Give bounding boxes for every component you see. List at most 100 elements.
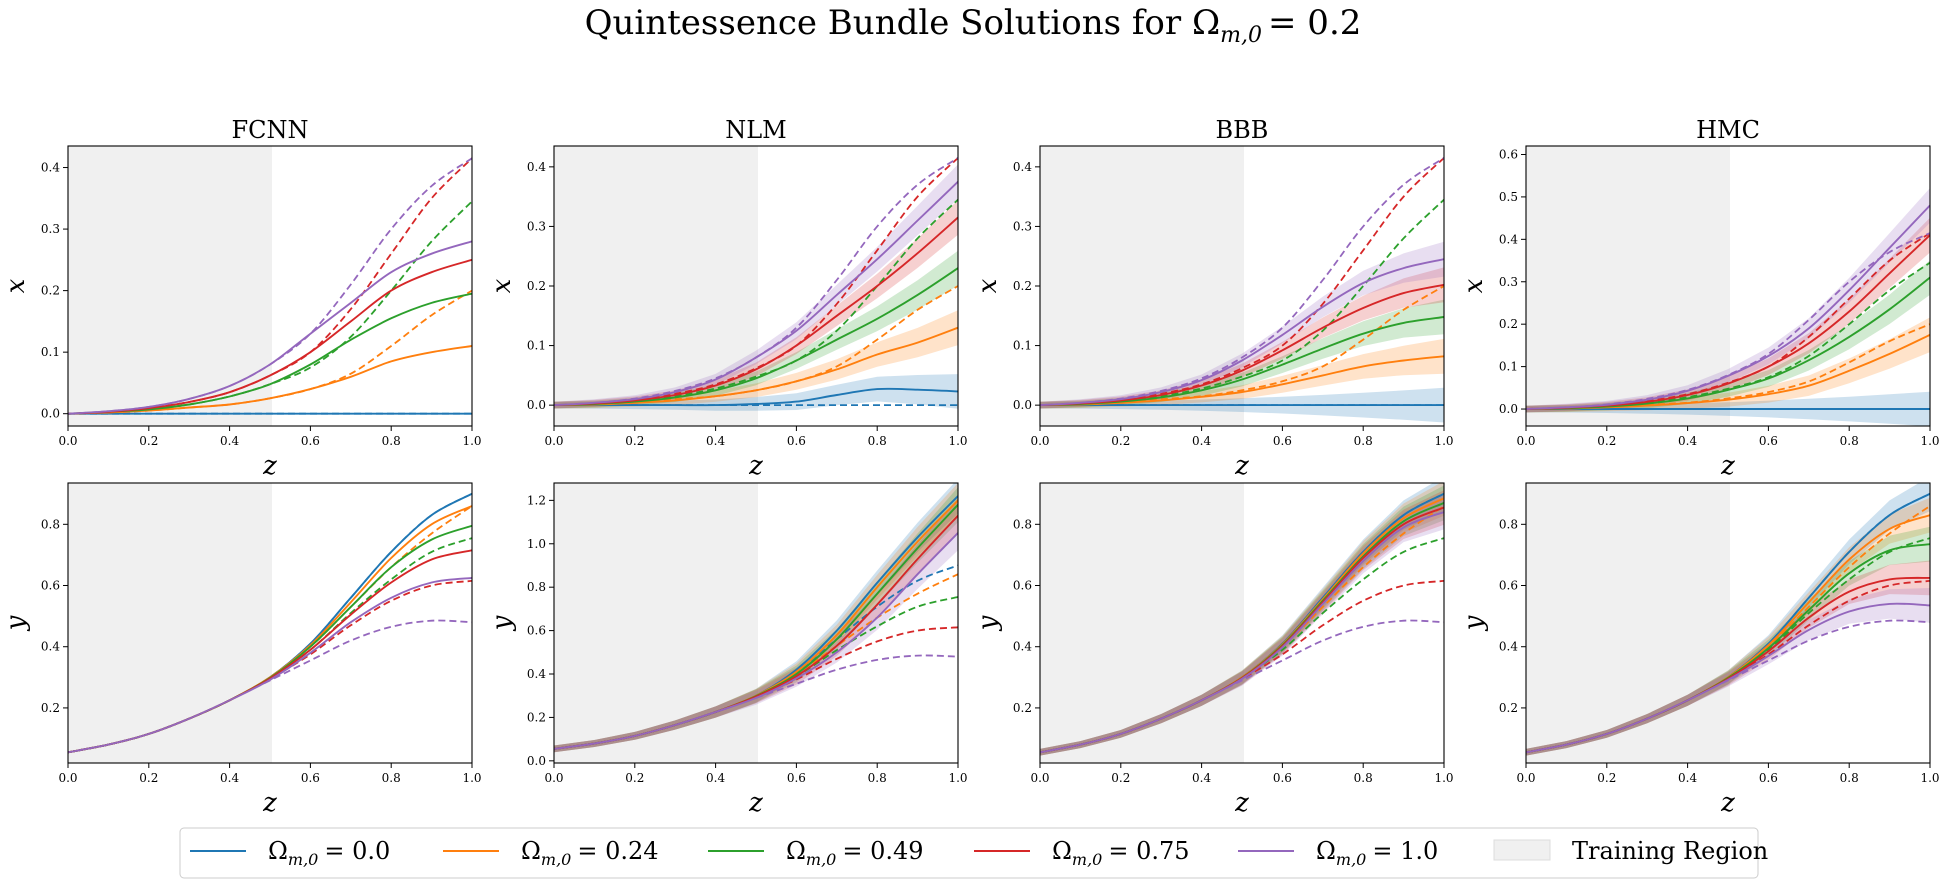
training-region bbox=[1040, 483, 1245, 763]
x-tick-label: 0.2 bbox=[625, 771, 644, 785]
y-tick-label: 0.4 bbox=[1499, 640, 1518, 654]
y-tick-label: 0.2 bbox=[41, 701, 60, 715]
x-axis-label: z bbox=[1234, 451, 1249, 481]
subplot-5: 0.0 0.2 0.4 0.6 0.8 1.0 0.2 0.4 0.6 0.8 z y bbox=[1, 482, 482, 818]
x-tick-label: 0.2 bbox=[1597, 771, 1616, 785]
predicted-line-5 bbox=[68, 240, 472, 415]
y-tick-label: 1.2 bbox=[527, 493, 546, 507]
x-tick-label: 0.8 bbox=[868, 434, 887, 448]
y-tick-label: 0.0 bbox=[1013, 398, 1032, 412]
training-region bbox=[68, 483, 273, 763]
predicted-line-5 bbox=[1526, 204, 1930, 410]
y-tick-label: 0.2 bbox=[527, 279, 546, 293]
x-tick-label: 1.0 bbox=[1920, 434, 1939, 448]
x-tick-label: 0.6 bbox=[1759, 771, 1778, 785]
y-axis-label: y bbox=[1459, 615, 1489, 631]
x-tick-label: 0.8 bbox=[1840, 771, 1859, 785]
y-axis-label: x bbox=[973, 278, 1003, 293]
x-tick-label: 1.0 bbox=[948, 771, 967, 785]
y-tick-label: 0.8 bbox=[1499, 517, 1518, 531]
subplot-title: HMC bbox=[1696, 116, 1760, 144]
y-tick-label: 0.3 bbox=[41, 222, 60, 236]
uncertainty-band-3 bbox=[1526, 526, 1930, 756]
y-tick-label: 0.6 bbox=[1499, 579, 1518, 593]
x-tick-label: 0.0 bbox=[58, 434, 77, 448]
uncertainty-band-4 bbox=[1040, 490, 1444, 756]
uncertainty-band-4 bbox=[554, 498, 958, 753]
uncertainty-band-4 bbox=[1526, 560, 1930, 756]
subplot-3: 0.0 0.2 0.4 0.6 0.8 1.0 0.0 0.1 0.2 0.3 0.4 z x BBB bbox=[973, 116, 1454, 481]
x-tick-label: 1.0 bbox=[462, 434, 481, 448]
y-axis-label: x bbox=[1, 278, 31, 293]
x-tick-label: 0.6 bbox=[1273, 771, 1292, 785]
y-tick-label: 0.4 bbox=[1499, 232, 1518, 246]
x-tick-label: 0.8 bbox=[382, 434, 401, 448]
uncertainty-band-2 bbox=[1526, 497, 1930, 756]
legend-box bbox=[179, 827, 1759, 879]
x-tick-label: 0.8 bbox=[868, 771, 887, 785]
uncertainty-band-2 bbox=[1040, 483, 1444, 756]
x-tick-label: 0.4 bbox=[1678, 434, 1697, 448]
y-tick-label: 0.5 bbox=[1499, 190, 1518, 204]
x-tick-label: 0.6 bbox=[301, 434, 320, 448]
x-tick-label: 0.8 bbox=[1840, 434, 1859, 448]
training-region bbox=[1040, 146, 1245, 426]
uncertainty-band-2 bbox=[554, 310, 958, 409]
legend-swatch-training-region bbox=[1493, 839, 1551, 861]
subplot-6: 0.0 0.2 0.4 0.6 0.8 1.0 0.0 0.2 0.4 0.6 0.8 1.0 1.2 z… bbox=[487, 482, 968, 818]
x-tick-label: 0.6 bbox=[787, 434, 806, 448]
y-tick-label: 0.8 bbox=[41, 517, 60, 531]
predicted-line-4 bbox=[554, 216, 958, 407]
x-axis-label: z bbox=[748, 788, 763, 818]
x-tick-label: 1.0 bbox=[1434, 434, 1453, 448]
legend-label-2: Ωm,0 = 0.24 bbox=[521, 837, 659, 869]
y-tick-label: 0.2 bbox=[1499, 317, 1518, 331]
x-tick-label: 0.0 bbox=[544, 434, 563, 448]
x-tick-label: 1.0 bbox=[462, 771, 481, 785]
y-tick-label: 0.2 bbox=[527, 710, 546, 724]
axes-frame bbox=[553, 482, 959, 764]
predicted-line-5 bbox=[1526, 602, 1930, 754]
x-tick-label: 0.4 bbox=[706, 771, 725, 785]
x-tick-label: 0.0 bbox=[544, 771, 563, 785]
predicted-line-5 bbox=[1040, 258, 1444, 407]
x-axis-label: z bbox=[262, 788, 277, 818]
predicted-line-3 bbox=[554, 267, 958, 407]
uncertainty-band-3 bbox=[1040, 485, 1444, 756]
x-tick-label: 1.0 bbox=[948, 434, 967, 448]
y-tick-label: 0.4 bbox=[527, 667, 546, 681]
predicted-line-3 bbox=[1040, 316, 1444, 407]
predicted-line-5 bbox=[1040, 511, 1444, 754]
predicted-line-2 bbox=[68, 345, 472, 415]
x-tick-label: 0.0 bbox=[1516, 771, 1535, 785]
y-tick-label: 0.3 bbox=[527, 219, 546, 233]
subplot-2: 0.0 0.2 0.4 0.6 0.8 1.0 0.0 0.1 0.2 0.3 0.4 z x NLM bbox=[487, 116, 968, 481]
x-tick-label: 0.0 bbox=[1030, 771, 1049, 785]
subplot-8: 0.0 0.2 0.4 0.6 0.8 1.0 0.2 0.4 0.6 0.8 z y bbox=[1459, 482, 1940, 818]
x-tick-label: 0.2 bbox=[1597, 434, 1616, 448]
x-tick-label: 0.0 bbox=[58, 771, 77, 785]
subplot-4: 0.0 0.2 0.4 0.6 0.8 1.0 0.0 0.1 0.2 0.3 0.4 0.5 0.6 z… bbox=[1459, 116, 1940, 481]
y-tick-label: 0.8 bbox=[1013, 517, 1032, 531]
x-tick-label: 0.8 bbox=[1354, 434, 1373, 448]
legend-label-4: Ωm,0 = 0.75 bbox=[1052, 837, 1190, 869]
x-tick-label: 0.8 bbox=[382, 771, 401, 785]
legend: Ωm,0 = 0.0 Ωm,0 = 0.24 Ωm,0 = 0.49 Ωm,0 = 0.75 Ω… bbox=[179, 827, 1768, 879]
y-tick-label: 0.4 bbox=[527, 160, 546, 174]
x-tick-label: 0.4 bbox=[1678, 771, 1697, 785]
axes-frame bbox=[67, 482, 473, 764]
training-region bbox=[1526, 146, 1731, 426]
subplot-title: NLM bbox=[725, 116, 787, 144]
predicted-line-4 bbox=[1040, 283, 1444, 407]
x-tick-label: 0.4 bbox=[220, 771, 239, 785]
y-tick-label: 0.1 bbox=[527, 339, 546, 353]
y-tick-label: 0.2 bbox=[1013, 279, 1032, 293]
legend-label-training-region: Training Region bbox=[1572, 837, 1768, 865]
uncertainty-band-5 bbox=[1526, 188, 1930, 413]
predicted-line-1 bbox=[554, 387, 958, 407]
axes-frame bbox=[1039, 482, 1445, 764]
training-region bbox=[554, 483, 759, 763]
y-tick-label: 0.6 bbox=[41, 579, 60, 593]
y-tick-label: 0.8 bbox=[527, 580, 546, 594]
